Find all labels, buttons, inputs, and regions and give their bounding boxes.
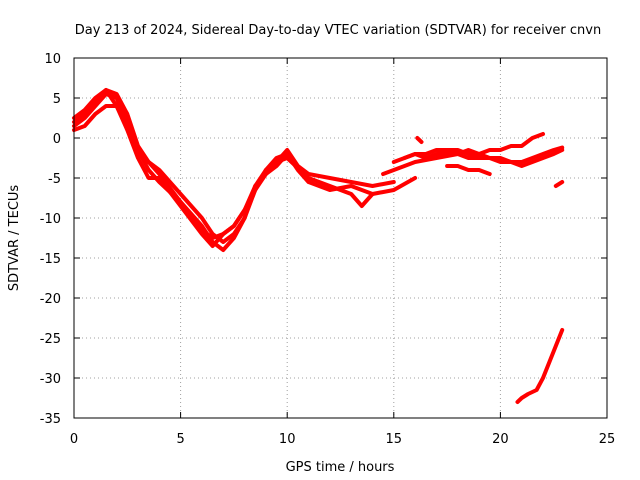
series-track-9	[415, 136, 424, 144]
x-tick-label: 20	[492, 432, 509, 447]
y-tick-label: 0	[53, 132, 61, 147]
x-tick-label: 15	[386, 432, 403, 447]
y-tick-label: -35	[40, 412, 61, 427]
x-tick-label: 10	[279, 432, 296, 447]
y-axis-label: SDTVAR / TECUs	[7, 185, 22, 292]
series-track-7	[402, 132, 545, 160]
x-axis-label: GPS time / hours	[286, 460, 395, 475]
series-track-11	[553, 180, 565, 188]
x-tick-label: 0	[70, 432, 78, 447]
series-track-10	[515, 328, 565, 404]
plot-border	[73, 57, 608, 419]
plot-area	[72, 88, 565, 404]
x-axis: 0 5 10 15 20 25	[70, 58, 615, 447]
x-tick-label: 5	[176, 432, 184, 447]
y-tick-label: -15	[40, 252, 61, 267]
y-axis: 10 5 0 -5 -10 -15 -20 -25 -30 -35	[40, 52, 607, 427]
y-tick-label: 5	[53, 92, 61, 107]
series-track-8	[445, 164, 492, 176]
chart-title: Day 213 of 2024, Sidereal Day-to-day VTE…	[75, 23, 601, 38]
y-tick-label: -20	[40, 292, 61, 307]
y-tick-label: -30	[40, 372, 61, 387]
y-tick-label: -5	[48, 172, 61, 187]
y-tick-label: -10	[40, 212, 61, 227]
series-track-6	[381, 148, 565, 176]
series-track-4	[72, 88, 290, 240]
y-tick-label: 10	[44, 52, 61, 67]
series-track-1	[72, 88, 396, 244]
y-tick-label: -25	[40, 332, 61, 347]
x-tick-label: 25	[599, 432, 616, 447]
